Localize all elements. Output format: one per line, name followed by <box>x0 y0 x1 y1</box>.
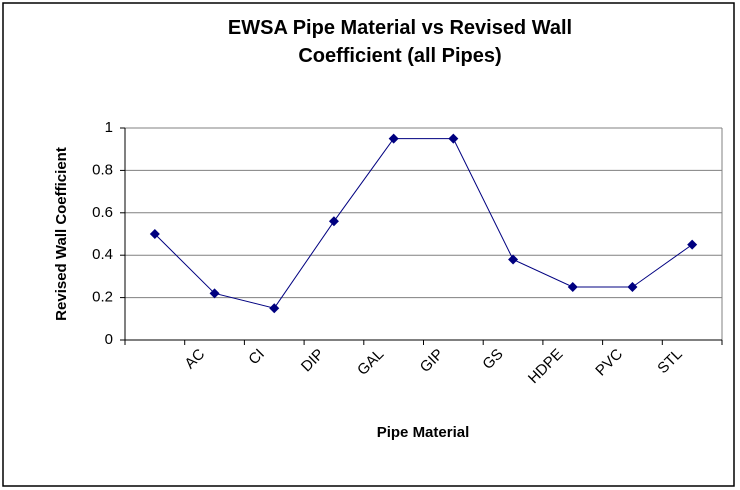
x-tick-label: CI <box>245 346 268 369</box>
data-point <box>448 133 459 144</box>
data-point <box>269 303 280 314</box>
x-tick-label: GS <box>479 346 506 373</box>
data-point <box>687 239 698 250</box>
y-tick-label: 1 <box>105 119 113 136</box>
y-tick-label: 0.2 <box>92 289 113 306</box>
chart-title: EWSA Pipe Material vs Revised Wall Coeff… <box>227 17 573 67</box>
data-point <box>627 282 638 292</box>
x-tick-label: DIP <box>298 346 328 376</box>
data-point <box>388 133 399 144</box>
x-axis-label: Pipe Material <box>377 424 470 441</box>
x-tick-label: HDPE <box>525 346 566 387</box>
y-tick-label: 0.4 <box>92 246 113 263</box>
data-point <box>567 282 578 292</box>
x-tick-label: GIP <box>417 346 447 376</box>
data-point <box>149 229 160 239</box>
y-tick-label: 0.6 <box>92 204 113 221</box>
x-tick-label: PVC <box>592 345 626 379</box>
data-point <box>508 254 519 265</box>
y-tick-label: 0.8 <box>92 161 113 178</box>
x-tick-label: GAL <box>354 346 387 379</box>
x-tick-label: STL <box>654 346 685 377</box>
y-tick-label: 0 <box>105 331 113 348</box>
data-point <box>328 216 339 227</box>
y-axis-label: Revised Wall Coefficient <box>53 147 70 321</box>
x-tick-label: AC <box>181 346 208 373</box>
data-point <box>209 288 220 299</box>
data-line <box>154 138 693 309</box>
